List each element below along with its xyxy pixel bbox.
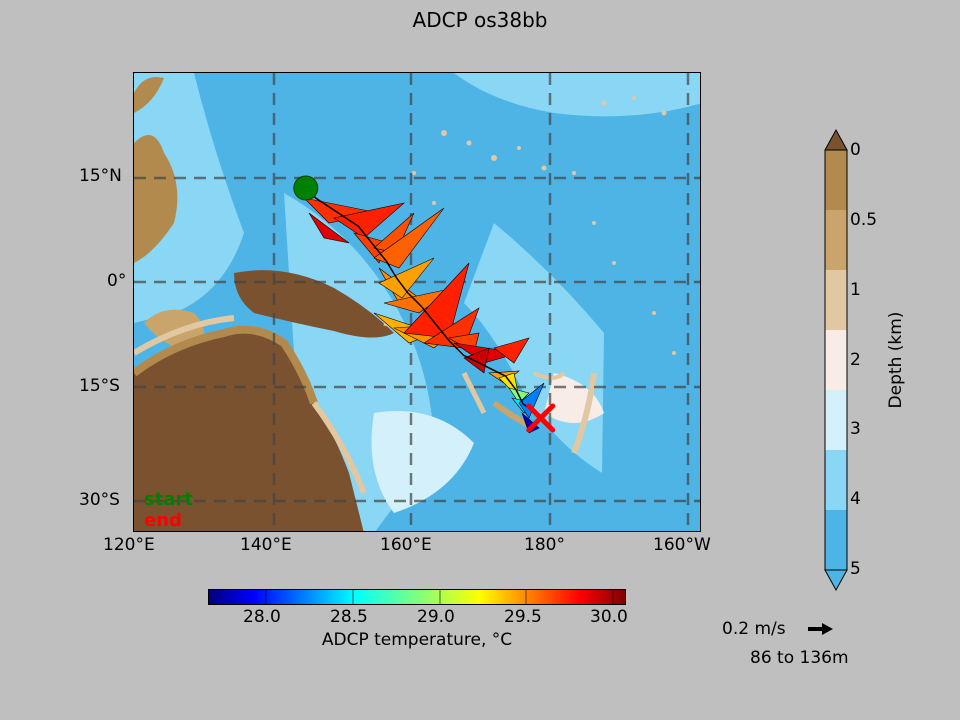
depth-tick-label: 5 xyxy=(850,559,861,579)
depth-band xyxy=(825,330,847,390)
temp-tick-label: 30.0 xyxy=(590,607,628,627)
depth-range-label: 86 to 136m xyxy=(750,648,849,668)
depth-band xyxy=(825,510,847,570)
depth-tick-label: 4 xyxy=(850,489,861,509)
reference-arrow-icon xyxy=(808,623,833,635)
temp-tick-label: 28.0 xyxy=(243,607,281,627)
lon-tick-label: 160°W xyxy=(653,535,711,555)
start-marker xyxy=(293,175,319,201)
depth-tick-label: 2 xyxy=(850,350,861,370)
lon-tick-label: 120°E xyxy=(103,535,155,555)
temp-colorbar-label: ADCP temperature, °C xyxy=(321,630,513,650)
map-svg xyxy=(134,73,700,531)
depth-band xyxy=(825,450,847,510)
adcp-vectors xyxy=(303,197,545,434)
depth-band xyxy=(825,150,847,210)
lat-tick-label: 15°N xyxy=(79,166,122,186)
lat-tick-label: 15°S xyxy=(79,376,120,396)
lat-tick-label: 30°S xyxy=(79,490,120,510)
temperature-colorbar xyxy=(208,589,626,605)
depth-colorbar-label: Depth (km) xyxy=(886,311,906,409)
legend-end-label: end xyxy=(144,510,182,531)
depth-band xyxy=(825,390,847,450)
depth-colorbar xyxy=(824,128,848,592)
depth-band xyxy=(825,210,847,270)
depth-tick-label: 0.5 xyxy=(850,210,878,230)
reference-speed-label: 0.2 m/s xyxy=(722,619,786,639)
temp-tick-label: 28.5 xyxy=(330,607,368,627)
end-marker xyxy=(526,403,556,433)
lat-tick-label: 0° xyxy=(107,271,127,291)
depth-tick-label: 0 xyxy=(850,140,861,160)
legend-start-label: start xyxy=(144,489,193,510)
lon-tick-label: 180° xyxy=(524,535,565,555)
plot-title: ADCP os38bb xyxy=(412,8,548,32)
temp-tick-label: 29.5 xyxy=(504,607,542,627)
lon-tick-label: 140°E xyxy=(240,535,292,555)
depth-band xyxy=(825,270,847,330)
map-panel: start end xyxy=(133,72,701,532)
depth-tick-label: 1 xyxy=(850,280,861,300)
cruise-track xyxy=(305,187,542,419)
lon-tick-label: 160°E xyxy=(380,535,432,555)
temp-tick-label: 29.0 xyxy=(417,607,455,627)
depth-tick-label: 3 xyxy=(850,419,861,439)
